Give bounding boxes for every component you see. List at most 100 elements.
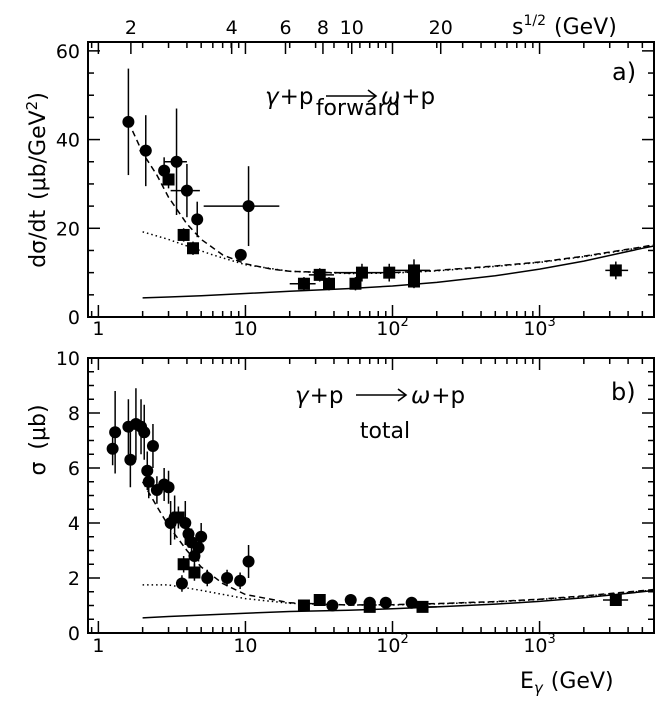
data-point-circle xyxy=(109,391,122,474)
data-point-circle xyxy=(191,201,204,238)
top-tick-label: 4 xyxy=(226,17,238,39)
top-tick-label: 10 xyxy=(340,17,364,39)
y-tick-label: 20 xyxy=(56,218,80,240)
panel-a-ticks xyxy=(88,42,655,318)
panel-b-y-axis-label: σ(μb) xyxy=(26,404,51,475)
top-tick-label: 2 xyxy=(125,17,137,39)
data-point-square xyxy=(323,277,336,291)
y-tick-label: 10 xyxy=(56,348,80,370)
x-tick-label: 103 xyxy=(523,315,555,340)
circle-marker xyxy=(191,213,204,226)
panel-b-curves xyxy=(141,481,655,619)
data-point-circle xyxy=(234,572,247,589)
x-tick-label: 10 xyxy=(233,318,257,340)
data-point-square xyxy=(188,564,201,581)
x-tick-label: 10 xyxy=(233,635,257,657)
circle-marker xyxy=(405,596,418,609)
square-marker xyxy=(177,228,190,241)
data-point-circle xyxy=(203,166,280,247)
panel-b-ticks xyxy=(88,357,655,634)
data-point-circle xyxy=(234,248,247,261)
panel-a-y-tick-labels: 0 20 40 60 xyxy=(56,41,80,329)
data-point-square xyxy=(162,170,175,189)
panel-b-reaction-title: γ+p xyxy=(295,383,344,409)
panel-b-x-axis-label: Eγ (GeV) xyxy=(520,669,614,697)
data-point-square xyxy=(297,599,310,612)
x-tick-label: 1 xyxy=(92,318,104,340)
data-point-circle xyxy=(201,569,214,587)
y-tick-label: 2 xyxy=(68,568,80,590)
data-point-square xyxy=(308,268,334,282)
data-point-square xyxy=(383,263,396,282)
square-marker xyxy=(297,599,310,612)
data-point-circle xyxy=(175,575,188,592)
circle-marker xyxy=(326,599,339,612)
curve-dashed xyxy=(141,481,655,606)
y-tick-label: 40 xyxy=(56,130,80,152)
data-point-square xyxy=(177,228,190,242)
square-marker xyxy=(172,511,185,524)
square-marker xyxy=(407,275,420,288)
circle-marker xyxy=(344,594,357,606)
circle-marker xyxy=(242,200,255,213)
data-point-square xyxy=(349,277,362,291)
top-tick-label: 8 xyxy=(317,17,329,39)
panel-b-y-tick-labels: 0 2 4 6 8 10 xyxy=(56,348,80,645)
top-axis: 2 4 6 8 10 20 s1/2 (GeV) xyxy=(125,13,617,54)
circle-marker xyxy=(221,572,234,584)
x-tick-label: 1 xyxy=(92,635,104,657)
data-point-circle xyxy=(326,599,339,612)
panel-a-subtitle: forward xyxy=(316,96,400,121)
panel-a-x-tick-labels: 1 10 102 103 xyxy=(92,315,555,340)
y-tick-label: 4 xyxy=(68,513,80,535)
data-point-square xyxy=(313,594,326,606)
panel-b-tag: b) xyxy=(611,378,636,406)
data-point-circle xyxy=(242,545,255,578)
y-tick-label: 0 xyxy=(68,623,80,645)
circle-marker xyxy=(180,184,193,197)
panel-b-reaction-arrow xyxy=(356,388,408,402)
x-tick-label: 102 xyxy=(376,315,408,340)
panel-b-reaction-products: ω+p xyxy=(411,383,465,409)
square-marker xyxy=(407,264,420,277)
circle-marker xyxy=(139,144,152,157)
data-point-circle xyxy=(146,424,159,468)
panel-a-points xyxy=(122,68,629,291)
circle-marker xyxy=(195,530,208,543)
data-point-circle xyxy=(124,432,137,488)
circle-marker xyxy=(146,440,159,452)
data-point-circle xyxy=(139,115,152,187)
panel-a-y-axis-label: dσ/dt(μb/GeV2) xyxy=(23,92,51,268)
circle-marker xyxy=(192,541,205,554)
data-point-circle xyxy=(195,523,208,551)
circle-marker xyxy=(175,577,188,590)
data-point-square xyxy=(187,241,200,255)
panel-b-points xyxy=(106,388,629,613)
y-tick-label: 8 xyxy=(68,403,80,425)
circle-marker xyxy=(138,426,151,439)
circle-marker xyxy=(242,555,255,568)
circle-marker xyxy=(122,115,135,128)
data-point-square xyxy=(172,506,185,529)
panel-b-x-tick-labels: 1 10 102 103 xyxy=(92,632,555,657)
data-point-square xyxy=(177,556,190,573)
square-marker xyxy=(297,277,310,290)
top-axis-label: s1/2 (GeV) xyxy=(512,13,617,40)
panel-b-frame xyxy=(87,357,655,634)
square-marker xyxy=(313,594,326,606)
panel-a-reaction-arrow xyxy=(326,89,378,103)
circle-marker xyxy=(124,453,137,466)
x-tick-label: 103 xyxy=(523,632,555,657)
panel-a-reaction-title: γ+p xyxy=(265,84,314,110)
circle-marker xyxy=(234,248,247,261)
circle-marker xyxy=(201,572,214,584)
square-marker xyxy=(349,277,362,290)
y-tick-label: 6 xyxy=(68,458,80,480)
top-tick-label: 20 xyxy=(429,17,453,39)
top-tick-label: 6 xyxy=(279,17,291,39)
data-point-circle xyxy=(221,569,234,587)
x-tick-label: 102 xyxy=(376,632,408,657)
data-point-circle xyxy=(344,594,357,606)
top-axis-tick-labels: 2 4 6 8 10 20 xyxy=(125,17,453,54)
